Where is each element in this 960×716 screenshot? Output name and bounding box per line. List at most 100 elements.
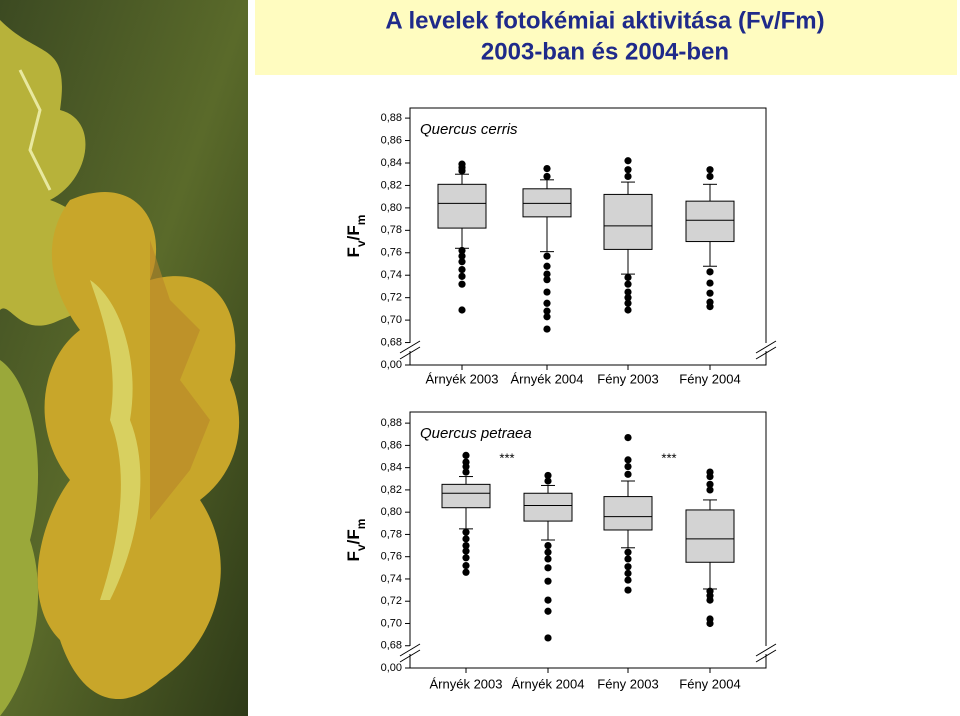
y-tick-label: 0,86 — [381, 439, 402, 451]
flier — [624, 306, 632, 314]
flier — [462, 562, 470, 570]
x-tick-label: Fény 2004 — [679, 676, 740, 691]
y-tick-label: 0,68 — [381, 640, 402, 652]
flier — [543, 165, 551, 173]
y-tick-label: 0,80 — [381, 506, 402, 518]
flier — [624, 294, 632, 302]
flier — [543, 325, 551, 333]
y-tick-label: 0,00 — [381, 662, 402, 674]
y-axis-label-part: v — [354, 544, 368, 551]
flier — [543, 288, 551, 296]
y-tick-label: 0,70 — [381, 617, 402, 629]
y-tick-label: 0,82 — [381, 484, 402, 496]
flier — [458, 258, 466, 266]
y-tick-label: 0,82 — [381, 179, 402, 191]
flier — [544, 548, 552, 556]
flier — [544, 555, 552, 563]
x-tick-label: Árnyék 2003 — [430, 676, 503, 691]
flier — [624, 172, 632, 181]
flier — [624, 273, 632, 282]
box — [523, 492, 573, 522]
flier — [624, 548, 632, 556]
box — [441, 483, 491, 509]
flier — [458, 306, 466, 314]
flier — [458, 266, 466, 274]
annotation: *** — [661, 450, 676, 465]
slide-title: 2003-ban és 2004-ben — [481, 38, 729, 65]
flier — [543, 270, 551, 278]
flier — [462, 468, 470, 476]
flier — [624, 462, 632, 471]
flier — [624, 586, 632, 594]
flier — [706, 480, 714, 488]
axis-break-mark — [755, 340, 777, 354]
flier — [624, 555, 632, 563]
flier — [544, 596, 552, 604]
y-tick-label: 0,88 — [381, 112, 402, 124]
plot-frame — [409, 411, 767, 669]
flier — [543, 313, 551, 321]
flier — [624, 299, 632, 307]
plot-frame — [409, 107, 767, 366]
flier — [624, 166, 632, 174]
y-tick-label: 0,80 — [381, 202, 402, 214]
flier — [706, 166, 714, 174]
y-axis-label-part: F — [344, 551, 363, 561]
flier — [544, 577, 552, 585]
flier — [458, 252, 466, 260]
flier — [706, 289, 714, 297]
flier — [706, 268, 714, 276]
flier — [544, 471, 552, 480]
x-tick-label: Fény 2003 — [597, 371, 658, 386]
flier — [544, 541, 552, 550]
flier — [624, 470, 632, 478]
box — [603, 496, 653, 531]
flier — [544, 607, 552, 615]
flier — [462, 568, 470, 576]
x-tick-label: Árnyék 2004 — [511, 371, 584, 386]
flier — [462, 554, 470, 562]
y-axis-label-part: v — [354, 240, 368, 247]
x-tick-label: Árnyék 2003 — [426, 371, 499, 386]
y-axis-label-part: /F — [344, 225, 363, 240]
title-banner — [255, 0, 957, 75]
y-tick-label: 0,68 — [381, 336, 402, 348]
y-tick-label: 0,72 — [381, 292, 402, 304]
axis-break-mark — [755, 643, 777, 657]
y-tick-label: 0,84 — [381, 462, 402, 474]
y-tick-label: 0,88 — [381, 417, 402, 429]
axis-break-mark — [755, 649, 777, 663]
box — [685, 509, 735, 563]
y-tick-label: 0,74 — [381, 269, 402, 281]
chart-title: Quercus petraea — [420, 425, 532, 442]
y-tick-label: 0,00 — [381, 359, 402, 371]
flier — [458, 272, 466, 280]
axis-break-mark — [399, 346, 421, 360]
y-axis-label-part: m — [354, 215, 368, 226]
flier — [544, 477, 552, 485]
flier — [543, 276, 551, 284]
flier — [462, 451, 470, 460]
y-axis-label-part: m — [354, 519, 368, 530]
flier — [624, 280, 632, 288]
axis-break-mark — [399, 643, 421, 657]
flier — [458, 246, 466, 255]
flier — [624, 157, 632, 165]
flier — [706, 279, 714, 287]
y-axis-label-part: F — [344, 247, 363, 257]
flier — [544, 564, 552, 572]
x-tick-label: Árnyék 2004 — [512, 676, 585, 691]
x-tick-label: Fény 2004 — [679, 371, 740, 386]
box — [522, 188, 572, 218]
flier — [543, 172, 551, 181]
box — [603, 193, 653, 250]
box — [685, 200, 735, 243]
flier — [543, 262, 551, 270]
chart-title: Quercus cerris — [420, 121, 518, 138]
y-tick-label: 0,84 — [381, 157, 402, 169]
axis-break-mark — [399, 340, 421, 354]
x-tick-label: Fény 2003 — [597, 676, 658, 691]
flier — [706, 619, 714, 628]
flier — [543, 307, 551, 315]
